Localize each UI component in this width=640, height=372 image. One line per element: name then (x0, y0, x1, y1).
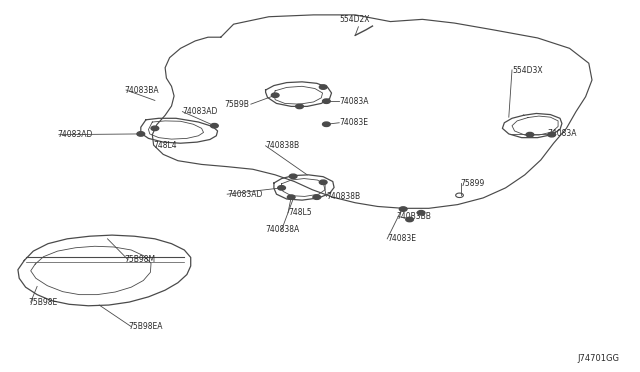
Text: 74083BA: 74083BA (125, 86, 159, 94)
Circle shape (323, 122, 330, 126)
Circle shape (319, 85, 327, 89)
Circle shape (417, 211, 425, 215)
Circle shape (271, 93, 279, 97)
Text: 740838B: 740838B (266, 141, 300, 150)
Text: 74083A: 74083A (547, 129, 577, 138)
Circle shape (296, 104, 303, 109)
Text: 740B3BB: 740B3BB (397, 212, 431, 221)
Text: 74083A: 74083A (339, 97, 369, 106)
Text: 74083AD: 74083AD (227, 190, 262, 199)
Text: 740838A: 740838A (266, 225, 300, 234)
Circle shape (399, 207, 407, 211)
Text: 748L5: 748L5 (288, 208, 312, 217)
Circle shape (211, 124, 218, 128)
Text: 74083E: 74083E (387, 234, 416, 243)
Text: 75B98E: 75B98E (29, 298, 58, 307)
Text: 75B98EA: 75B98EA (128, 322, 163, 331)
Circle shape (151, 126, 159, 131)
Text: 740838B: 740838B (326, 192, 360, 201)
Circle shape (319, 180, 327, 185)
Circle shape (287, 195, 295, 199)
Text: 74083AD: 74083AD (182, 107, 218, 116)
Text: 75B98M: 75B98M (125, 255, 156, 264)
Circle shape (289, 174, 297, 179)
Text: J74701GG: J74701GG (577, 354, 620, 363)
Circle shape (278, 186, 285, 190)
Text: 74083AD: 74083AD (58, 130, 93, 139)
Circle shape (526, 132, 534, 137)
Text: 554D3X: 554D3X (512, 66, 543, 75)
Text: 75899: 75899 (461, 179, 485, 187)
Text: 74083E: 74083E (339, 118, 368, 127)
Circle shape (313, 195, 321, 199)
Circle shape (406, 217, 413, 222)
Circle shape (137, 132, 145, 136)
Circle shape (548, 132, 556, 137)
Text: 554D2X: 554D2X (339, 15, 370, 24)
Text: 75B9B: 75B9B (225, 100, 250, 109)
Circle shape (323, 99, 330, 103)
Text: 748L4: 748L4 (154, 141, 177, 150)
